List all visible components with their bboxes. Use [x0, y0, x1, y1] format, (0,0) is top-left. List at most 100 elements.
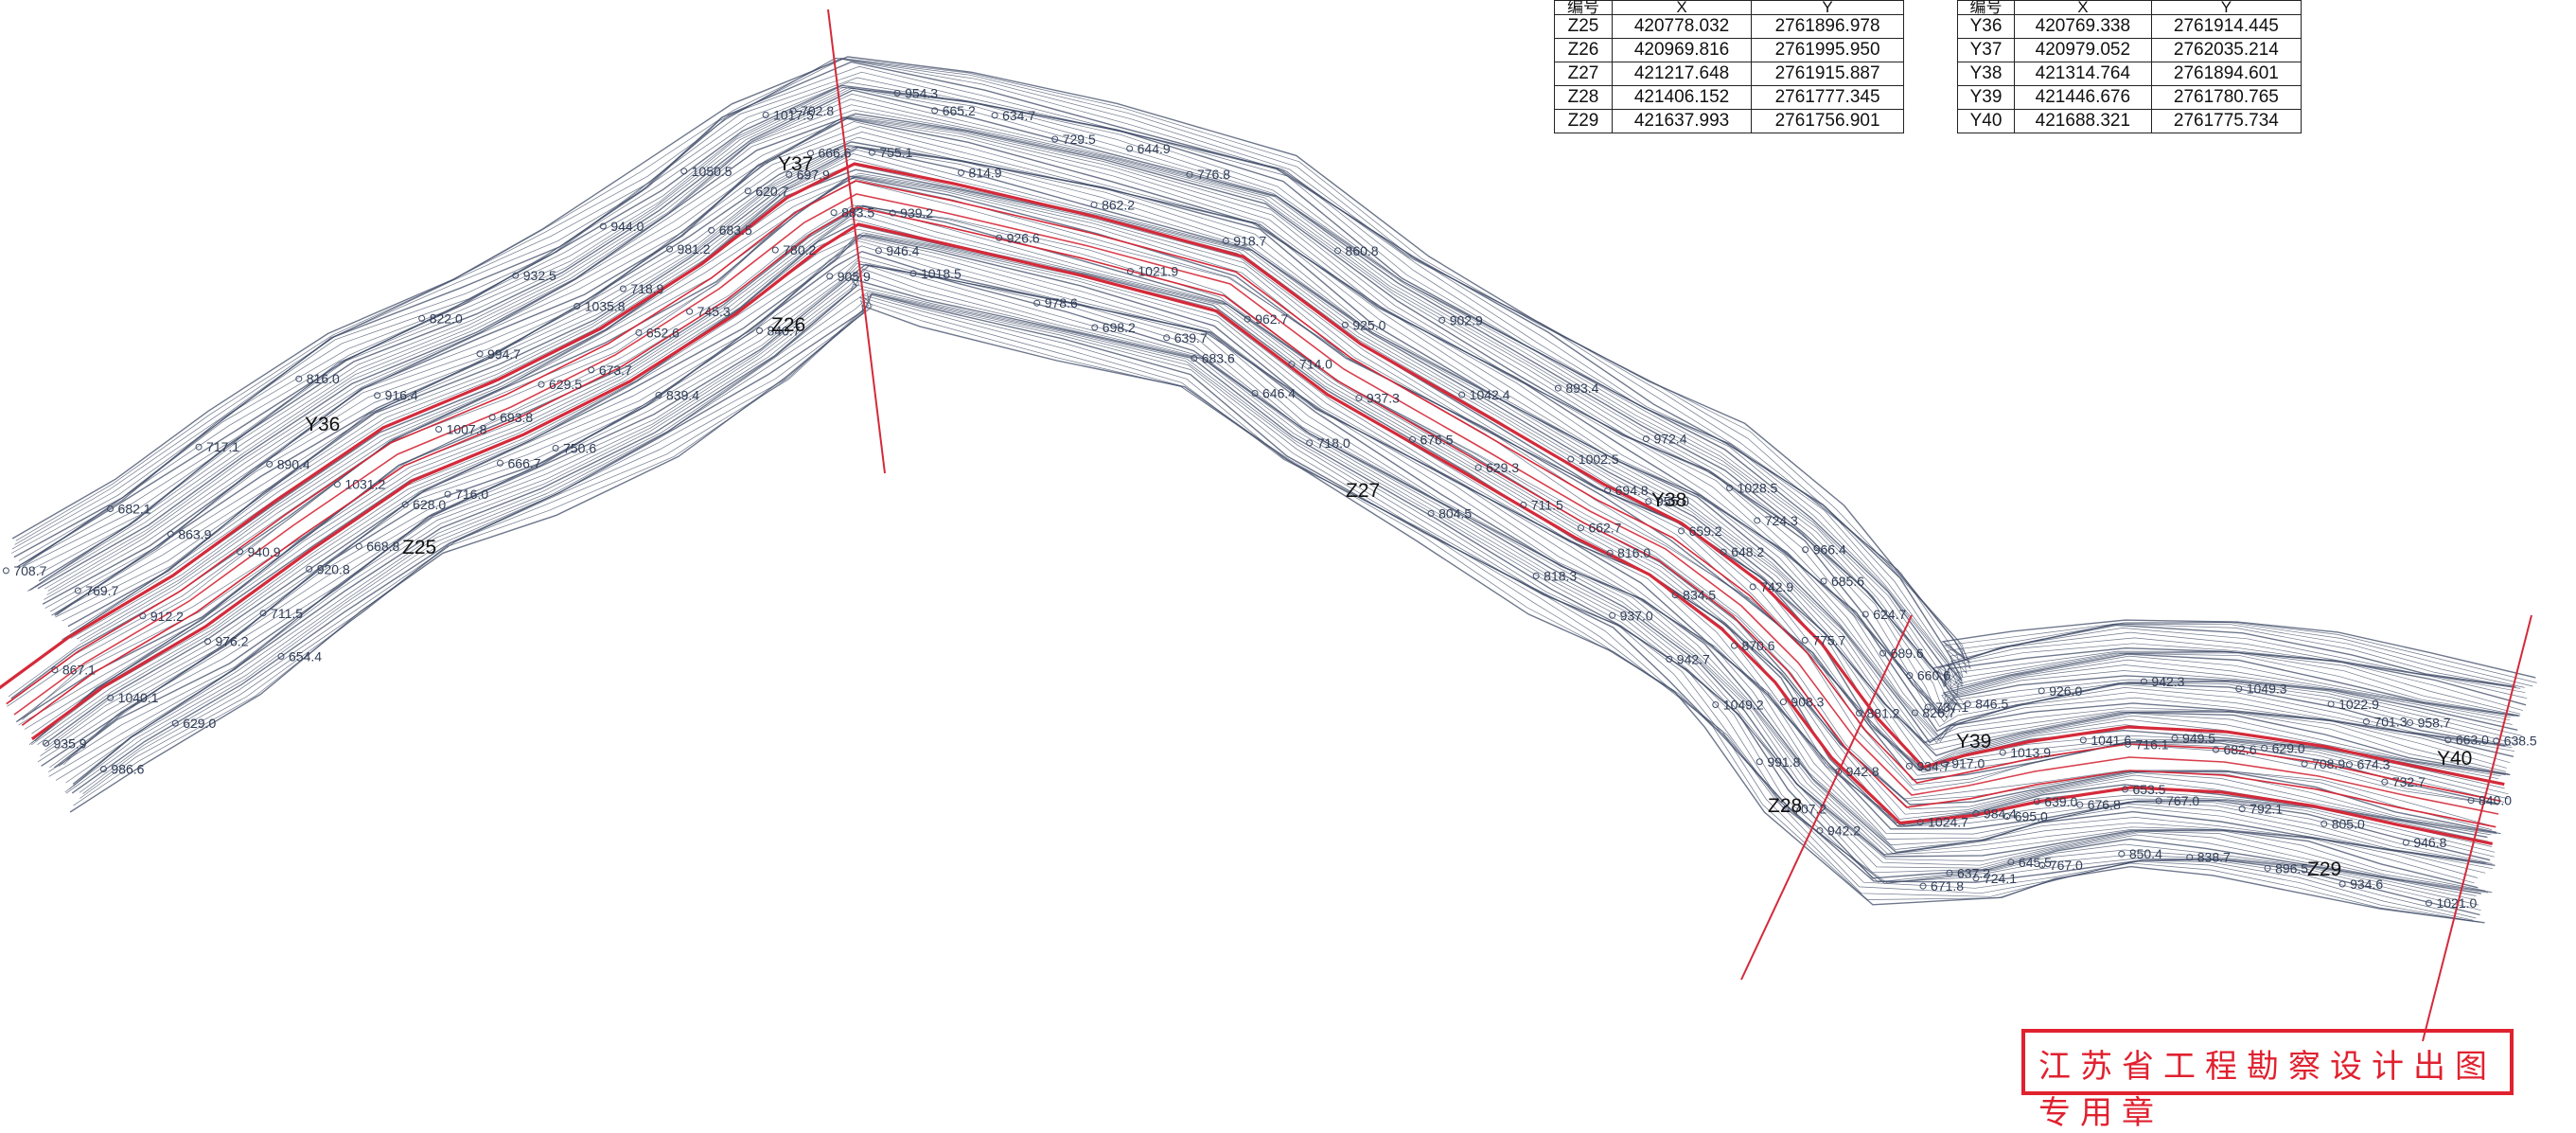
elevation-point [893, 89, 901, 97]
elevation-point [1126, 268, 1134, 275]
elevation-label: 674.3 [2356, 757, 2390, 772]
contour-line [47, 116, 2523, 742]
table-cell-id: Z29 [1554, 109, 1613, 133]
elevation-label: 939.2 [900, 205, 933, 221]
section-line [827, 9, 886, 474]
elevation-point [1756, 758, 1763, 766]
elevation-label: 724.1 [1984, 871, 2017, 886]
elevation-label: 637.2 [1957, 865, 1990, 880]
station-label: Z25 [402, 537, 436, 558]
elevation-label: 981.2 [678, 241, 711, 257]
elevation-point [1666, 655, 1673, 663]
elevation-label: 1007.8 [447, 422, 487, 437]
elevation-point [2079, 736, 2087, 744]
station-label: Z27 [1346, 480, 1380, 502]
contour-line [48, 265, 2492, 893]
elevation-point [874, 247, 882, 255]
elevation-label: 949.5 [2182, 731, 2215, 746]
table-header: 编号 [1554, 0, 1613, 15]
table-row: Z28 421406.152 2761777.345 [1554, 85, 1904, 110]
contour-line [73, 283, 2477, 896]
table-cell-y: 2761775.734 [2150, 109, 2303, 133]
table-cell-y: 2761780.765 [2150, 85, 2303, 110]
elevation-label: 729.5 [1063, 132, 1096, 147]
elevation-label: 755.1 [879, 145, 912, 160]
elevation-point [476, 350, 484, 358]
elevation-label: 708.7 [13, 563, 46, 578]
table-cell-y: 2762035.214 [2150, 38, 2303, 62]
elevation-label: 976.2 [215, 634, 248, 649]
table-cell-id: Y36 [1957, 14, 2015, 39]
elevation-point [1861, 611, 1869, 618]
elevation-label: 663.0 [2456, 733, 2489, 748]
elevation-point [1801, 636, 1808, 644]
contour-line [68, 288, 2477, 901]
elevation-point [306, 565, 313, 573]
table-cell-y: 2761914.445 [2150, 14, 2303, 39]
table-cell-x: 420969.816 [1611, 38, 1753, 62]
elevation-label: 660.6 [1917, 668, 1950, 683]
elevation-label: 1017.5 [773, 107, 814, 122]
contour-line [64, 292, 2479, 906]
elevation-label: 775.7 [1812, 632, 1845, 647]
elevation-label: 724.3 [1765, 513, 1798, 528]
elevation-point [2125, 740, 2132, 748]
contour-line [32, 87, 2520, 717]
elevation-label: 860.8 [1346, 243, 1379, 258]
contour-line [67, 153, 2506, 775]
elevation-label: 916.4 [385, 388, 418, 403]
elevation-point [99, 766, 107, 773]
elevation-point [958, 168, 965, 176]
elevation-point [1916, 819, 1924, 826]
elevation-point [1458, 391, 1466, 398]
elevation-point [2118, 850, 2126, 858]
elevation-point [1645, 498, 1652, 505]
elevation-point [2186, 854, 2194, 861]
elevation-point [444, 490, 451, 498]
elevation-label: 742.9 [1760, 579, 1793, 594]
elevation-point [2121, 786, 2128, 793]
elevation-label: 994.7 [487, 346, 520, 362]
contour-line [65, 273, 2489, 894]
elevation-label: 816.0 [307, 371, 340, 386]
road-centerline [13, 193, 2499, 815]
contour-map: 724.3 718.9 716.1 714.0 711.5 707.2 702.8 701.3… [0, 9, 2537, 1042]
elevation-label: 792.1 [2250, 802, 2283, 817]
elevation-point [2, 567, 9, 575]
table-row: Y36 420769.338 2761914.445 [1957, 14, 2303, 39]
elevation-label: 620.7 [755, 184, 788, 199]
elevation-label: 629.0 [2272, 740, 2305, 755]
elevation-label: 840.7 [768, 323, 801, 338]
elevation-label: 767.0 [2166, 793, 2199, 808]
contour-line [22, 77, 2526, 693]
elevation-point [1222, 237, 1229, 244]
table-cell-x: 421217.648 [1611, 62, 1753, 86]
elevation-point [686, 308, 694, 315]
elevation-label: 682.1 [118, 502, 151, 517]
contour-line [18, 86, 2523, 711]
elevation-label: 962.7 [1255, 311, 1288, 327]
elevation-point [538, 381, 545, 388]
elevation-label: 937.3 [1367, 391, 1400, 406]
elevation-label: 646.4 [1262, 386, 1296, 401]
elevation-point [418, 314, 426, 322]
elevation-label: 676.5 [1420, 432, 1453, 447]
elevation-label: 648.2 [1731, 544, 1764, 559]
contour-line [37, 245, 2493, 864]
elevation-label: 666.7 [508, 455, 541, 470]
elevation-label: 867.1 [62, 663, 96, 678]
elevation-label: 912.2 [150, 609, 184, 624]
elevation-label: 862.2 [1102, 197, 1135, 212]
elevation-label: 863.9 [178, 526, 211, 541]
elevation-label: 1021.0 [2436, 895, 2477, 911]
elevation-point [1191, 355, 1198, 363]
elevation-label: 628.0 [413, 497, 446, 512]
elevation-point [51, 666, 59, 674]
elevation-label: 926.0 [2049, 683, 2082, 699]
elevation-point [2003, 813, 2011, 821]
elevation-label: 1031.2 [344, 477, 385, 492]
elevation-point [785, 170, 793, 178]
elevation-label: 908.3 [1791, 695, 1824, 710]
elevation-label: 694.8 [1615, 483, 1649, 498]
contour-line [48, 264, 2485, 892]
